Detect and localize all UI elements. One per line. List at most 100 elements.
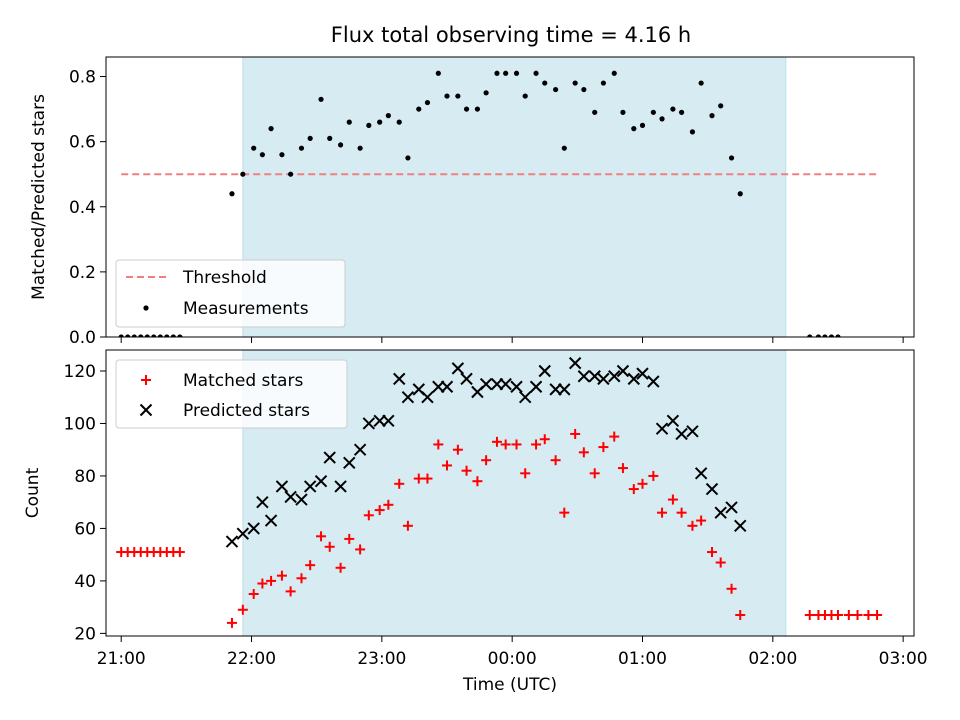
predicted-star-point: [401, 391, 415, 404]
matched-star-point: [237, 604, 248, 615]
matched-star-point: [852, 610, 863, 621]
matched-star-point: [707, 547, 717, 558]
measurement-point: [416, 106, 422, 112]
measurement-point: [366, 122, 372, 128]
x-tick-label: 02:00: [748, 649, 797, 669]
matched-star-point: [520, 468, 531, 479]
predicted-star-point: [382, 414, 395, 428]
matched-star-point: [413, 473, 424, 484]
x-tick-label: 23:00: [357, 649, 406, 669]
measurement-point: [581, 86, 587, 93]
measurement-point: [592, 109, 598, 115]
measurement-point: [346, 119, 352, 125]
predicted-star-point: [694, 467, 708, 480]
matched-star-point: [589, 468, 600, 479]
ratio-y-axis-label: Matched/Predicted stars: [29, 94, 49, 300]
measurement-point: [131, 334, 137, 337]
measurement-point: [542, 80, 548, 86]
ratio-legend-box: [115, 259, 346, 328]
x-tick-label: 00:00: [488, 649, 537, 669]
measurement-point: [177, 334, 183, 337]
predicted-star-point: [393, 372, 406, 386]
predicted-star-point: [334, 480, 347, 493]
predicted-star-point: [275, 480, 289, 493]
predicted-star-point: [295, 493, 308, 506]
measurement-point: [670, 106, 676, 112]
matched-star-point: [617, 463, 628, 474]
count-axes-frame: [105, 349, 915, 637]
matched-star-point: [266, 575, 277, 586]
predicted-star-point: [314, 474, 328, 488]
y-tick-label: 40: [74, 572, 96, 592]
measurement-point: [138, 334, 144, 337]
measurement-point: [678, 109, 685, 115]
y-tick-label: 0.8: [69, 68, 96, 88]
matched-star-point: [531, 439, 542, 450]
count-y-axis-label: Count: [23, 467, 43, 518]
predicted-star-point: [538, 364, 551, 378]
predicted-star-point: [627, 372, 641, 386]
measurement-point: [435, 70, 441, 76]
measurement-point: [483, 90, 489, 96]
measurement-point: [822, 334, 828, 337]
measurement-point: [709, 113, 715, 119]
matched-star-point: [344, 533, 355, 544]
matched-star-point: [324, 541, 335, 552]
measurement-point: [639, 122, 646, 128]
predicted-star-point: [247, 522, 260, 535]
measurement-point: [144, 334, 150, 337]
predicted-star-point: [714, 506, 727, 519]
measurement-point: [157, 334, 163, 337]
measurement-point: [503, 70, 509, 76]
predicted-star-point: [734, 519, 747, 533]
legend-measurements-label: Measurements: [183, 299, 309, 319]
matched-star-point: [374, 505, 385, 516]
matched-star-point: [628, 484, 639, 495]
measurement-point: [259, 152, 265, 158]
legend-matched-swatch: [141, 375, 151, 385]
predicted-star-point: [353, 443, 367, 456]
measurement-point: [164, 334, 170, 337]
measurement-point: [572, 80, 578, 86]
matched-star-point: [257, 578, 268, 589]
measurement-point: [307, 135, 313, 141]
matched-star-point: [578, 447, 589, 458]
measurement-point: [835, 334, 841, 337]
measurement-point: [385, 113, 391, 119]
count-legend-box: [115, 359, 348, 429]
matched-star-point: [657, 507, 668, 518]
measurement-point: [424, 99, 431, 106]
matched-star-point: [500, 439, 511, 450]
legend-measurements-swatch: [143, 305, 149, 311]
matched-star-point: [433, 439, 444, 450]
predicted-star-point: [655, 422, 669, 435]
measurement-point: [728, 155, 735, 161]
measurement-point: [229, 191, 235, 197]
predicted-star-point: [558, 383, 571, 396]
predicted-star-point: [421, 391, 434, 404]
measurement-point: [513, 70, 520, 76]
predicted-star-point: [597, 372, 610, 386]
matched-star-point: [394, 478, 405, 489]
legend-matched-label: Matched stars: [183, 371, 303, 391]
legend-predicted-label: Predicted stars: [183, 401, 310, 421]
measurement-point: [357, 145, 363, 151]
matched-star-point: [539, 434, 550, 445]
matched-star-point: [422, 473, 433, 484]
x-tick-label: 21:00: [97, 649, 146, 669]
predicted-star-point: [636, 367, 649, 380]
matched-star-point: [296, 573, 307, 584]
matched-star-point: [481, 455, 492, 466]
matched-star-point: [285, 586, 296, 597]
matched-star-point: [363, 510, 374, 521]
measurement-point: [689, 129, 696, 135]
matched-star-point: [715, 557, 726, 568]
measurement-point: [396, 119, 402, 125]
y-tick-label: 0.4: [69, 198, 96, 218]
x-tick-label: 03:00: [879, 649, 928, 669]
measurement-point: [151, 334, 157, 337]
predicted-star-point: [616, 364, 630, 378]
y-tick-label: 100: [64, 414, 96, 434]
predicted-star-point: [510, 380, 523, 393]
